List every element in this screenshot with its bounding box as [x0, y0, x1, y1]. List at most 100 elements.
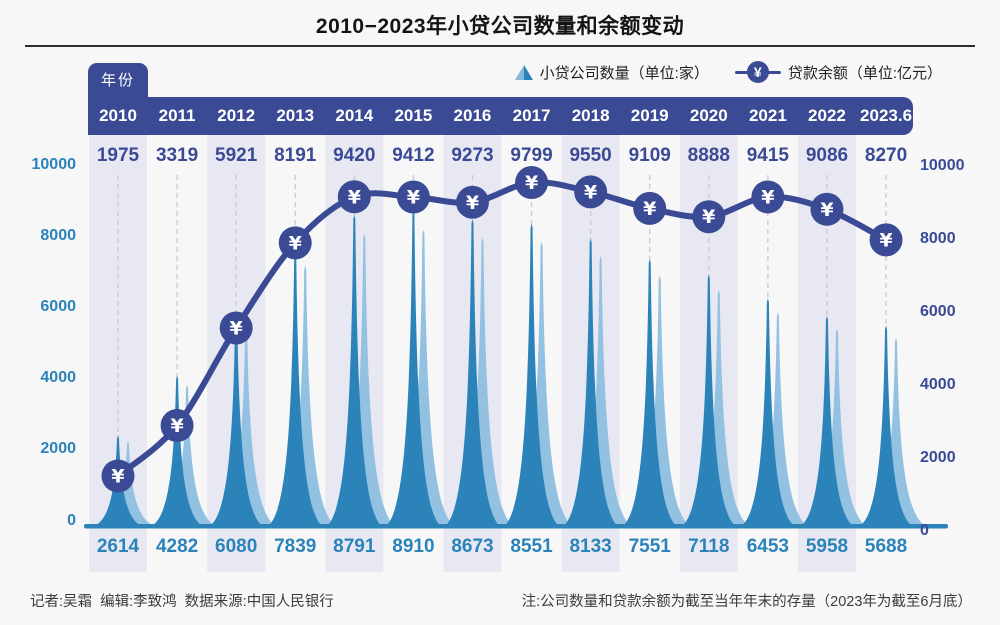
legend-item-company-count: 小贷公司数量（单位:家）	[514, 62, 709, 83]
yuan-marker-glyph: ¥	[584, 181, 597, 203]
yuan-marker-glyph: ¥	[879, 229, 892, 251]
yuan-marker-glyph: ¥	[348, 186, 361, 208]
yuan-marker-glyph: ¥	[820, 199, 833, 221]
company-count-label: 8791	[333, 536, 376, 557]
yuan-marker-glyph: ¥	[643, 198, 656, 220]
yuan-marker-glyph: ¥	[525, 172, 538, 194]
balance-value-label: 9086	[805, 145, 849, 166]
company-spike-highlight	[507, 241, 576, 528]
company-spike	[501, 223, 562, 528]
company-count-label: 6080	[215, 536, 258, 557]
company-count-label: 8673	[451, 536, 494, 557]
company-spike-highlight	[330, 233, 399, 528]
right-axis-tick: 10000	[920, 157, 965, 174]
legend-label-loan-balance: 贷款余额（单位:亿元）	[787, 64, 942, 82]
balance-value-label: 9109	[628, 145, 671, 166]
year-label: 2015	[394, 106, 433, 125]
balance-value-label: 9550	[569, 145, 612, 166]
company-spike-highlight	[212, 324, 281, 528]
yuan-marker	[574, 175, 608, 209]
company-count-label: 7839	[274, 536, 317, 557]
yuan-marker	[101, 459, 135, 493]
balance-value-label: 8191	[274, 145, 317, 166]
title-underline	[25, 45, 975, 47]
company-spike	[147, 375, 208, 528]
balance-value-label: 9799	[510, 145, 553, 166]
yuan-marker	[810, 192, 844, 226]
yuan-marker	[160, 409, 194, 443]
company-spike	[619, 259, 680, 528]
company-count-label: 8551	[510, 536, 553, 557]
company-count-label: 5688	[864, 536, 908, 557]
balance-value-label: 3319	[155, 145, 199, 166]
company-count-label: 8910	[392, 536, 435, 557]
year-label: 2019	[630, 106, 669, 125]
year-axis-band: 2010 2011 2012 2013 2014 2015 2016 2017 2018 2019…	[88, 97, 913, 135]
right-axis-tick: 0	[920, 522, 929, 539]
year-label: 2021	[748, 106, 787, 125]
yuan-marker	[337, 180, 371, 214]
yuan-marker	[396, 180, 430, 214]
left-axis-tick: 2000	[40, 440, 76, 457]
company-spike-highlight	[802, 328, 871, 528]
yuan-marker-glyph: ¥	[407, 187, 420, 209]
yuan-marker-glyph: ¥	[702, 206, 715, 228]
left-axis-tick: 6000	[40, 298, 76, 315]
yuan-marker-glyph: ¥	[761, 186, 774, 208]
yuan-marker-glyph: ¥	[111, 465, 124, 487]
balance-value-label: 1975	[96, 145, 140, 166]
note-text: 注:公司数量和贷款余额为截至当年年末的存量（2023年为截至6月底）	[521, 594, 972, 610]
yuan-marker	[751, 180, 785, 214]
yuan-marker	[515, 166, 549, 200]
year-axis-tab: 年份	[88, 63, 148, 99]
page-title: 2010−2023年小贷公司数量和余额变动	[315, 15, 685, 38]
x-axis-baseline	[84, 524, 948, 529]
right-axis-tick: 2000	[920, 449, 956, 466]
company-spike	[560, 238, 621, 528]
company-spike	[265, 248, 326, 529]
yuan-marker	[219, 311, 253, 345]
company-spike-highlight	[862, 337, 931, 528]
left-axis-tick: 10000	[31, 156, 77, 173]
company-count-label: 5958	[805, 536, 849, 557]
year-label: 2020	[689, 106, 728, 125]
company-spike-highlight	[743, 312, 812, 528]
company-peak-icon	[514, 64, 533, 80]
yuan-marker	[278, 226, 312, 260]
company-spike	[856, 325, 917, 528]
year-label: 2012	[217, 106, 256, 125]
right-axis-tick: 4000	[920, 376, 956, 393]
company-spike	[737, 298, 798, 528]
balance-value-label: 9420	[333, 145, 376, 166]
company-spike	[383, 210, 444, 528]
company-count-label: 7118	[688, 536, 730, 557]
yuan-marker	[633, 191, 667, 225]
balance-value-label: 8888	[687, 145, 730, 166]
company-spike	[678, 274, 739, 528]
company-spike-highlight	[625, 275, 694, 528]
year-label: 2023.6	[860, 106, 913, 125]
credits-text: 记者:吴霜 编辑:李致鸿 数据来源:中国人民银行	[30, 594, 334, 610]
balance-value-label: 9415	[746, 145, 790, 166]
company-spike	[442, 219, 503, 528]
left-axis-tick: 8000	[40, 227, 76, 244]
balance-value-label: 9412	[392, 145, 435, 166]
left-axis-tick: 4000	[40, 369, 76, 386]
balance-value-label: 5921	[215, 145, 258, 166]
year-label: 2013	[276, 106, 315, 125]
company-spike-highlight	[566, 255, 635, 529]
company-spike-highlight	[153, 384, 222, 528]
yuan-marker-glyph: ¥	[230, 317, 243, 339]
company-spike-highlight	[448, 237, 517, 528]
balance-value-label: 8270	[864, 145, 908, 166]
yuan-marker	[869, 223, 903, 257]
yuan-circle-icon: ¥	[734, 61, 781, 83]
yuan-marker-glyph: ¥	[289, 232, 302, 254]
year-label: 2016	[453, 106, 492, 125]
company-spike-highlight	[389, 229, 458, 528]
left-axis-tick: 0	[67, 512, 76, 529]
yuan-marker	[455, 185, 489, 219]
company-spike	[324, 215, 385, 528]
right-axis-tick: 6000	[920, 303, 956, 320]
balance-value-label: 9273	[451, 145, 494, 166]
